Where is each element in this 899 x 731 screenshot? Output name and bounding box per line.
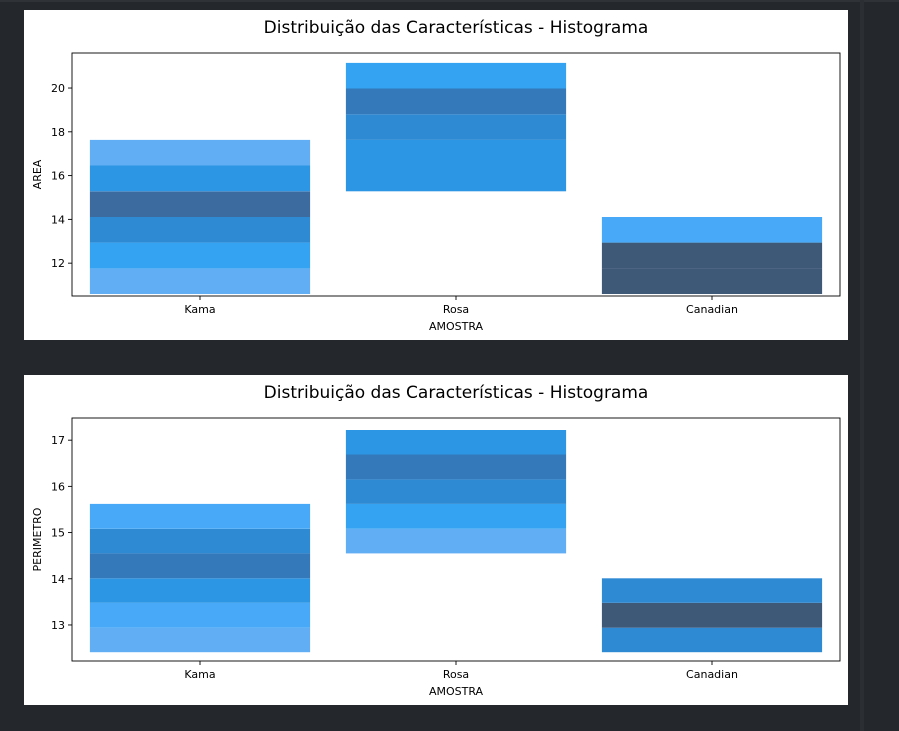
x-tick-label-canadian: Canadian bbox=[686, 303, 738, 316]
chart-title: Distribuição das Características - Histo… bbox=[264, 383, 649, 403]
y-tick-label: 16 bbox=[51, 170, 65, 183]
figure-perimetro-histogram: Distribuição das Características - Histo… bbox=[24, 375, 848, 705]
notebook-top-border bbox=[0, 0, 899, 2]
histogram-cell-rosa bbox=[345, 528, 567, 554]
histogram-cell-rosa bbox=[345, 139, 567, 166]
histogram-cell-rosa bbox=[345, 114, 567, 140]
x-tick-label-rosa: Rosa bbox=[443, 668, 469, 681]
histogram-cell-kama bbox=[89, 191, 311, 217]
histogram-cell-rosa bbox=[345, 165, 567, 192]
histogram-cell-kama bbox=[89, 553, 311, 579]
chart-perimetro-svg: Distribuição das Características - Histo… bbox=[31, 383, 841, 698]
y-tick-label: 15 bbox=[51, 527, 65, 540]
histogram-cell-kama bbox=[89, 242, 311, 269]
histogram-cell-kama bbox=[89, 139, 311, 166]
x-tick-label-canadian: Canadian bbox=[686, 668, 738, 681]
x-tick-label-kama: Kama bbox=[184, 303, 215, 316]
histogram-cell-rosa bbox=[345, 454, 567, 480]
x-axis-label: AMOSTRA bbox=[429, 685, 484, 698]
y-tick-label: 14 bbox=[51, 573, 65, 586]
histogram-cell-canadian bbox=[601, 217, 823, 243]
histogram-cell-kama bbox=[89, 578, 311, 603]
chart-title: Distribuição das Características - Histo… bbox=[264, 18, 649, 38]
y-tick-label: 20 bbox=[51, 82, 65, 95]
y-axis-label-area: AREA bbox=[31, 159, 44, 189]
y-tick-label: 18 bbox=[51, 126, 65, 139]
y-tick-label: 12 bbox=[51, 257, 65, 270]
histogram-cell-rosa bbox=[345, 62, 567, 89]
histogram-cell-canadian bbox=[601, 578, 823, 603]
chart-area-svg: Distribuição das Características - Histo… bbox=[31, 18, 841, 333]
histogram-cell-canadian bbox=[601, 627, 823, 653]
figure-area-histogram: Distribuição das Características - Histo… bbox=[24, 10, 848, 340]
x-tick-label-kama: Kama bbox=[184, 668, 215, 681]
histogram-cell-canadian bbox=[601, 602, 823, 628]
histogram-cell-kama bbox=[89, 503, 311, 529]
y-tick-label: 13 bbox=[51, 619, 65, 632]
histogram-cell-rosa bbox=[345, 430, 567, 455]
x-tick-label-rosa: Rosa bbox=[443, 303, 469, 316]
histogram-cell-canadian bbox=[601, 242, 823, 269]
histogram-cell-rosa bbox=[345, 503, 567, 529]
y-tick-label: 14 bbox=[51, 213, 65, 226]
y-tick-label: 16 bbox=[51, 480, 65, 493]
y-axis-label-perimetro: PERIMETRO bbox=[31, 507, 44, 571]
histogram-cell-kama bbox=[89, 217, 311, 243]
histogram-cell-kama bbox=[89, 165, 311, 192]
histogram-cell-kama bbox=[89, 627, 311, 653]
histogram-cell-canadian bbox=[601, 268, 823, 294]
histogram-cell-kama bbox=[89, 528, 311, 554]
histogram-cell-kama bbox=[89, 268, 311, 294]
histogram-cell-rosa bbox=[345, 88, 567, 115]
y-tick-label: 17 bbox=[51, 434, 65, 447]
histogram-cell-kama bbox=[89, 602, 311, 628]
notebook-scroll-gutter bbox=[860, 0, 864, 731]
histogram-cell-rosa bbox=[345, 479, 567, 504]
x-axis-label: AMOSTRA bbox=[429, 320, 484, 333]
